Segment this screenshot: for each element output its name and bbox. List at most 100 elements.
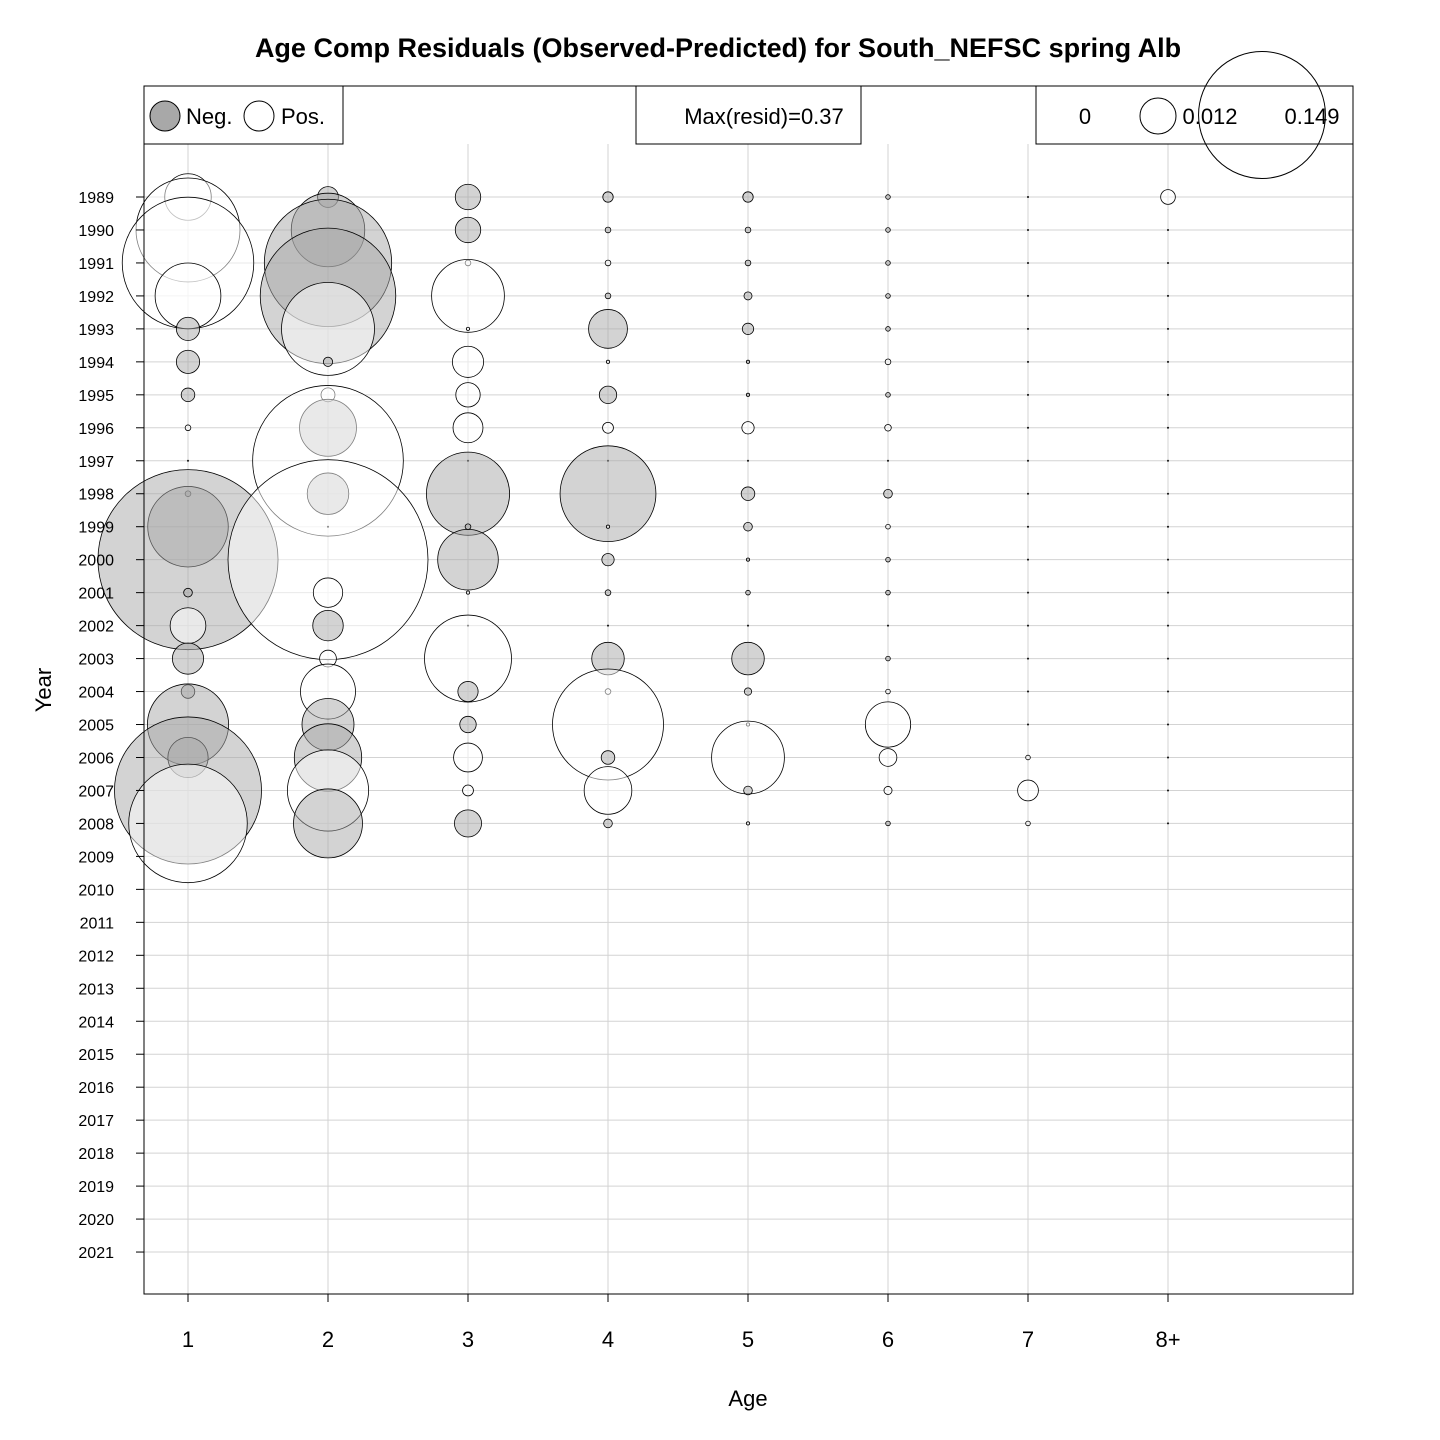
- y-tick-label-2008: 2008: [78, 816, 114, 833]
- legend-size-2-circle: [1198, 51, 1326, 179]
- bubble-1990-age-6: [885, 227, 891, 233]
- bubble-1991-age-6: [885, 260, 891, 266]
- bubble-1994-age-2: [322, 356, 334, 367]
- bubble-2006-age-6: [878, 748, 898, 767]
- bubble-2008-age-6: [885, 820, 891, 827]
- y-tick-label-2006: 2006: [78, 750, 114, 767]
- bubble-2001-age-8+: [1167, 591, 1170, 594]
- legend-max-label: Max(resid)=0.37: [684, 104, 844, 129]
- bubble-1993-age-5: [741, 322, 755, 335]
- legend-size-0-label: 0: [1079, 104, 1091, 129]
- chart-title: Age Comp Residuals (Observed-Predicted) …: [255, 33, 1181, 63]
- bubble-2007-age-7: [1017, 779, 1039, 802]
- bubble-1990-age-5: [744, 226, 752, 234]
- bubble-2003-age-3: [424, 614, 512, 703]
- y-tick-label-1999: 1999: [78, 520, 114, 537]
- x-tick-label-4: 4: [602, 1327, 614, 1352]
- bubble-1990-age-8+: [1167, 228, 1170, 231]
- bubble-1995-age-4: [598, 385, 618, 404]
- y-tick-label-2020: 2020: [78, 1212, 114, 1229]
- x-axis: 1 2 3 4 5 6 7 8+: [182, 1294, 1181, 1352]
- bubble-2002-age-7: [1027, 624, 1030, 627]
- bubble-1994-age-3: [451, 345, 484, 378]
- x-tick-label-3: 3: [462, 1327, 474, 1352]
- bubble-1994-age-7: [1027, 360, 1030, 363]
- y-tick-label-1998: 1998: [78, 487, 114, 504]
- y-tick-label-2014: 2014: [78, 1014, 114, 1031]
- bubble-1993-age-7: [1027, 327, 1030, 330]
- x-tick-label-2: 2: [322, 1327, 334, 1352]
- bubble-1996-age-5: [741, 421, 755, 435]
- bubble-1990-age-4: [604, 226, 612, 234]
- bubble-1993-age-8+: [1167, 327, 1170, 330]
- x-tick-label-5: 5: [742, 1327, 754, 1352]
- bubble-2003-age-5: [731, 641, 765, 676]
- legend-max-box: [635, 85, 862, 145]
- bubble-2002-age-5: [747, 624, 750, 627]
- bubble-1995-age-7: [1027, 393, 1030, 396]
- bubble-1996-age-8+: [1167, 426, 1170, 429]
- x-axis-title: Age: [728, 1386, 767, 1411]
- y-tick-label-2013: 2013: [78, 981, 114, 998]
- bubble-1994-age-4: [605, 359, 611, 364]
- y-tick-label-2018: 2018: [78, 1146, 114, 1163]
- bubble-2006-age-7: [1025, 754, 1031, 761]
- bubble-2008-age-8+: [1167, 822, 1170, 825]
- bubble-2000-age-6: [885, 556, 891, 563]
- bubble-1997-age-5: [747, 459, 750, 462]
- bubble-1999-age-8+: [1167, 525, 1170, 528]
- bubble-1999-age-5: [743, 521, 753, 532]
- bubble-2003-age-8+: [1167, 657, 1170, 660]
- y-axis-title: Year: [31, 668, 56, 712]
- legend-size-1-circle: [1139, 97, 1177, 135]
- bubble-2003-age-7: [1027, 657, 1030, 660]
- bubble-1993-age-6: [885, 326, 891, 332]
- bubble-1989-age-4: [602, 191, 614, 203]
- bubble-1999-age-7: [1027, 525, 1030, 528]
- y-tick-label-1993: 1993: [78, 322, 114, 339]
- bubble-1989-age-6: [885, 194, 891, 200]
- bubble-2001-age-7: [1027, 591, 1030, 594]
- y-tick-label-1990: 1990: [78, 223, 114, 240]
- y-tick-label-1992: 1992: [78, 289, 114, 306]
- bubble-1990-age-3: [454, 216, 482, 244]
- bubble-1995-age-8+: [1167, 393, 1170, 396]
- bubble-2006-age-4: [600, 750, 616, 765]
- y-tick-label-2004: 2004: [78, 685, 114, 702]
- bubble-2000-age-4: [601, 553, 615, 567]
- bubble-1995-age-1: [180, 387, 196, 403]
- bubble-2001-age-3: [465, 590, 471, 595]
- y-tick-label-2009: 2009: [78, 849, 114, 866]
- bubble-1995-age-3: [455, 382, 481, 408]
- bubble-2008-age-5: [745, 821, 751, 826]
- y-tick-label-1991: 1991: [78, 256, 114, 273]
- bubble-1995-age-5: [745, 392, 751, 397]
- x-tick-label-8+: 8+: [1155, 1327, 1180, 1352]
- bubble-2001-age-2: [312, 577, 344, 608]
- y-tick-label-2016: 2016: [78, 1080, 114, 1097]
- bubble-1998-age-5: [740, 486, 756, 501]
- bubble-1994-age-5: [745, 359, 751, 364]
- x-tick-label-1: 1: [182, 1327, 194, 1352]
- y-tick-label-2019: 2019: [78, 1179, 114, 1196]
- x-tick-label-7: 7: [1022, 1327, 1034, 1352]
- bubble-1998-age-3: [426, 451, 510, 536]
- bubble-2003-age-1: [171, 642, 204, 675]
- legend-size-2-label: 0.149: [1284, 104, 1339, 129]
- bubble-1990-age-7: [1027, 228, 1030, 231]
- bubble-2002-age-8+: [1167, 624, 1170, 627]
- y-tick-label-1995: 1995: [78, 388, 114, 405]
- y-tick-label-1996: 1996: [78, 421, 114, 438]
- y-tick-label-2001: 2001: [78, 586, 114, 603]
- y-tick-label-1997: 1997: [78, 454, 114, 471]
- bubble-2004-age-8+: [1167, 690, 1170, 693]
- bubble-2005-age-3: [459, 715, 477, 734]
- bubble-1998-age-8+: [1167, 492, 1170, 495]
- y-tick-label-2010: 2010: [78, 882, 114, 899]
- bubble-2007-age-4: [583, 766, 633, 815]
- bubble-2007-age-8+: [1167, 789, 1170, 792]
- bubble-2004-age-6: [885, 688, 891, 695]
- y-tick-label-2021: 2021: [78, 1245, 114, 1262]
- legend-sizes-box: [1035, 85, 1354, 145]
